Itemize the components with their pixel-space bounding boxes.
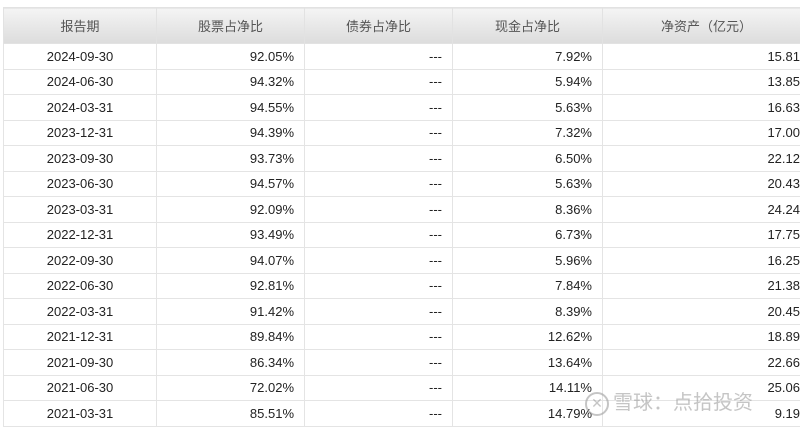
table-cell: --- bbox=[305, 350, 453, 376]
column-header: 净资产（亿元） bbox=[603, 8, 800, 44]
table-cell: 2023-09-30 bbox=[4, 146, 157, 172]
table-cell: 2021-09-30 bbox=[4, 350, 157, 376]
table-cell: 2024-06-30 bbox=[4, 69, 157, 95]
table-cell: 21.38 bbox=[603, 273, 800, 299]
table-cell: --- bbox=[305, 69, 453, 95]
table-cell: --- bbox=[305, 273, 453, 299]
table-cell: 8.36% bbox=[453, 197, 603, 223]
table-cell: 94.57% bbox=[157, 171, 305, 197]
table-cell: 14.11% bbox=[453, 375, 603, 401]
table-cell: --- bbox=[305, 95, 453, 121]
table-cell: 72.02% bbox=[157, 375, 305, 401]
table-cell: 14.79% bbox=[453, 401, 603, 427]
table-cell: 16.63 bbox=[603, 95, 800, 121]
table-cell: --- bbox=[305, 324, 453, 350]
table-cell: --- bbox=[305, 299, 453, 325]
table-cell: --- bbox=[305, 171, 453, 197]
table-cell: --- bbox=[305, 248, 453, 274]
table-cell: --- bbox=[305, 375, 453, 401]
column-header: 报告期 bbox=[4, 8, 157, 44]
table-cell: 94.55% bbox=[157, 95, 305, 121]
table-cell: 16.25 bbox=[603, 248, 800, 274]
table-cell: --- bbox=[305, 120, 453, 146]
table-cell: 6.50% bbox=[453, 146, 603, 172]
table-cell: 12.62% bbox=[453, 324, 603, 350]
watermark: ✕雪球：点拾投资 bbox=[585, 386, 753, 416]
table-cell: 89.84% bbox=[157, 324, 305, 350]
table-cell: 2024-09-30 bbox=[4, 44, 157, 70]
table-cell: 22.66 bbox=[603, 350, 800, 376]
table-cell: 7.32% bbox=[453, 120, 603, 146]
table-cell: 94.39% bbox=[157, 120, 305, 146]
table-cell: 13.85 bbox=[603, 69, 800, 95]
snowball-logo-icon: ✕ bbox=[585, 392, 609, 416]
table-cell: 86.34% bbox=[157, 350, 305, 376]
table-cell: --- bbox=[305, 44, 453, 70]
table-cell: 15.81 bbox=[603, 44, 800, 70]
table-cell: 2023-06-30 bbox=[4, 171, 157, 197]
table-cell: --- bbox=[305, 197, 453, 223]
table-cell: 85.51% bbox=[157, 401, 305, 427]
table-cell: 94.32% bbox=[157, 69, 305, 95]
header-row: 报告期股票占净比债券占净比现金占净比净资产（亿元） bbox=[4, 8, 800, 44]
table-cell: 7.92% bbox=[453, 44, 603, 70]
table-cell: 17.75 bbox=[603, 222, 800, 248]
table-cell: 2022-03-31 bbox=[4, 299, 157, 325]
table-cell: 7.84% bbox=[453, 273, 603, 299]
table-cell: 2022-09-30 bbox=[4, 248, 157, 274]
table-cell: 2024-03-31 bbox=[4, 95, 157, 121]
table-cell: --- bbox=[305, 146, 453, 172]
table-cell: 93.49% bbox=[157, 222, 305, 248]
table-cell: 92.81% bbox=[157, 273, 305, 299]
table-cell: --- bbox=[305, 222, 453, 248]
table-cell: 2022-06-30 bbox=[4, 273, 157, 299]
table-cell: 5.63% bbox=[453, 95, 603, 121]
table-cell: 5.94% bbox=[453, 69, 603, 95]
table-cell: 8.39% bbox=[453, 299, 603, 325]
table-cell: 5.96% bbox=[453, 248, 603, 274]
table-cell: 91.42% bbox=[157, 299, 305, 325]
column-header: 现金占净比 bbox=[453, 8, 603, 44]
column-header: 债券占净比 bbox=[305, 8, 453, 44]
table-cell: 2022-12-31 bbox=[4, 222, 157, 248]
table-cell: 2021-03-31 bbox=[4, 401, 157, 427]
table-cell: 93.73% bbox=[157, 146, 305, 172]
table-cell: 24.24 bbox=[603, 197, 800, 223]
table-cell: 22.12 bbox=[603, 146, 800, 172]
table-cell: 5.63% bbox=[453, 171, 603, 197]
table-cell: 2021-06-30 bbox=[4, 375, 157, 401]
table-cell: 6.73% bbox=[453, 222, 603, 248]
table-cell: 13.64% bbox=[453, 350, 603, 376]
column-header: 股票占净比 bbox=[157, 8, 305, 44]
table-cell: --- bbox=[305, 401, 453, 427]
table-cell: 2023-12-31 bbox=[4, 120, 157, 146]
table-cell: 94.07% bbox=[157, 248, 305, 274]
table-cell: 2021-12-31 bbox=[4, 324, 157, 350]
table-cell: 17.00 bbox=[603, 120, 800, 146]
table-cell: 92.09% bbox=[157, 197, 305, 223]
table-cell: 92.05% bbox=[157, 44, 305, 70]
table-cell: 20.43 bbox=[603, 171, 800, 197]
table-cell: 20.45 bbox=[603, 299, 800, 325]
table-cell: 18.89 bbox=[603, 324, 800, 350]
table-cell: 2023-03-31 bbox=[4, 197, 157, 223]
